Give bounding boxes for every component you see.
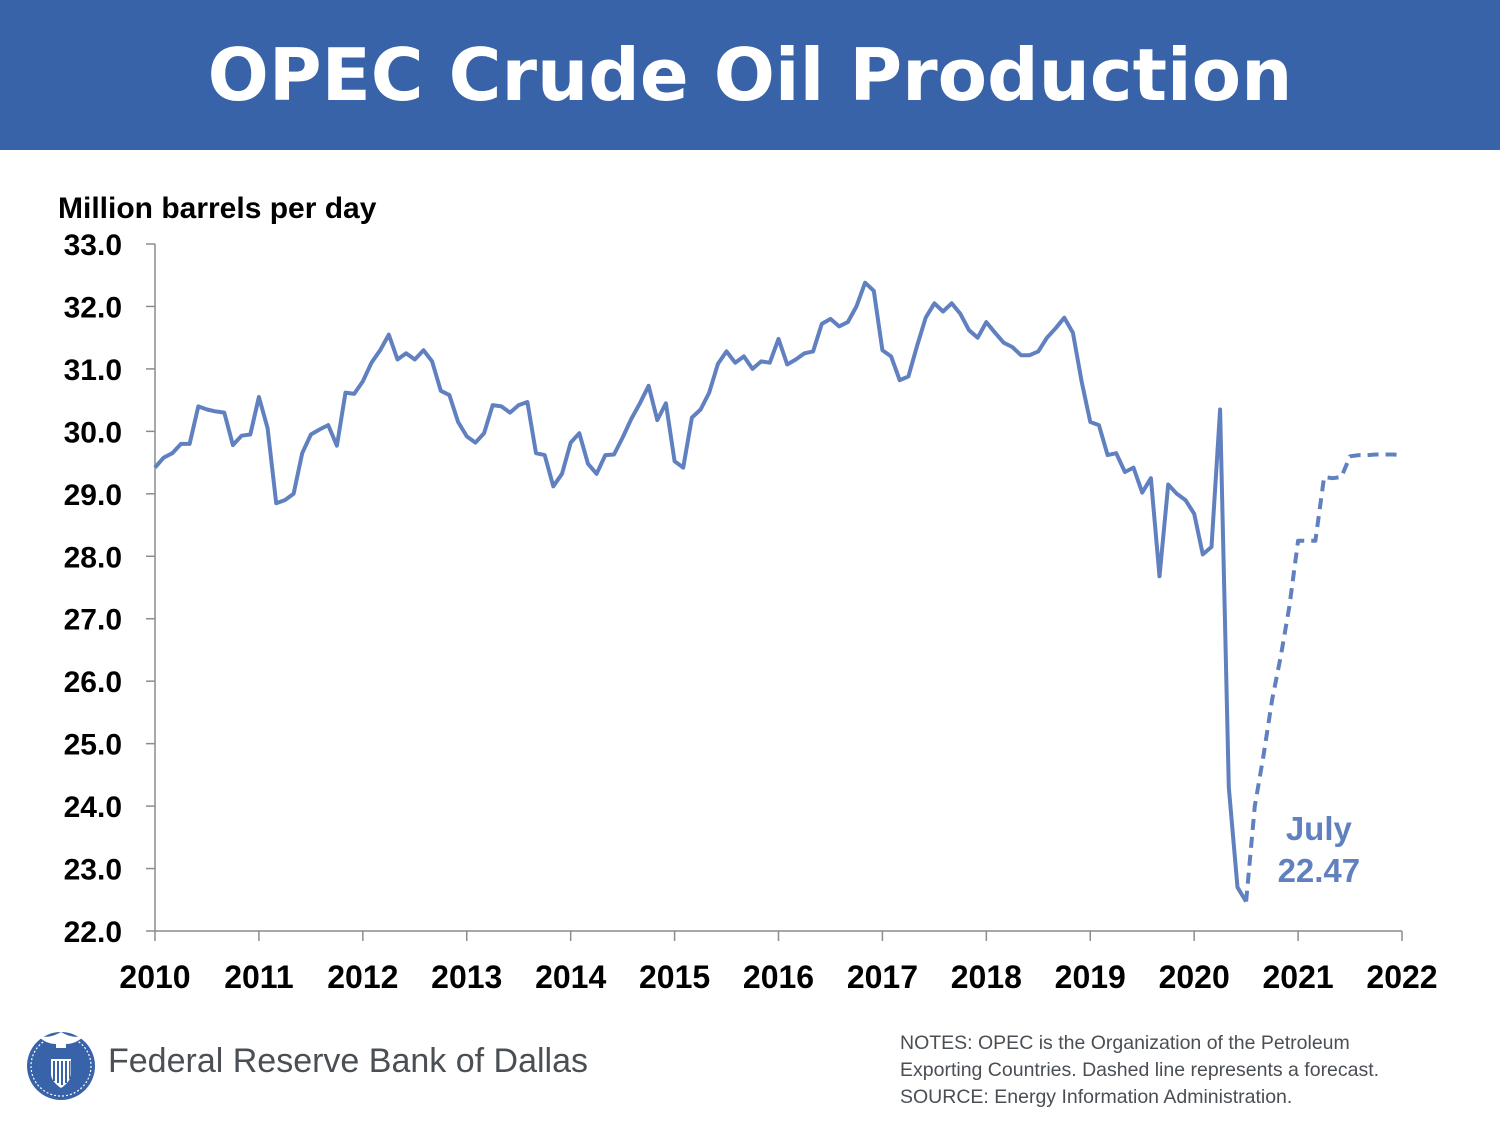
line-chart: Million barrels per day 22.0 23.0 24.0 25.0… bbox=[58, 192, 1438, 995]
x-tick-label: 2011 bbox=[224, 959, 293, 995]
forecast-series-line bbox=[1244, 452, 1403, 902]
annotation-layer: July 22.47 bbox=[1278, 810, 1361, 889]
notes-line: Exporting Countries. Dashed line represe… bbox=[900, 1059, 1380, 1081]
x-tick-label: 2013 bbox=[431, 959, 502, 995]
y-tick-label: 24.0 bbox=[64, 791, 122, 824]
federal-reserve-seal-icon bbox=[27, 1032, 95, 1100]
x-tick-label: 2016 bbox=[743, 959, 814, 995]
y-axis-label: Million barrels per day bbox=[58, 192, 377, 225]
chart-title: OPEC Crude Oil Production bbox=[207, 33, 1293, 117]
y-tick-label: 23.0 bbox=[64, 854, 122, 887]
x-tick-label: 2019 bbox=[1055, 959, 1126, 995]
actual-series-line bbox=[153, 280, 1248, 903]
y-axis: 22.0 23.0 24.0 25.0 26.0 27.0 28.0 29.0 30.0 31.0… bbox=[64, 229, 156, 949]
y-tick-label: 31.0 bbox=[64, 354, 122, 387]
x-tick-label: 2021 bbox=[1262, 959, 1333, 995]
annotation-value: 22.47 bbox=[1278, 852, 1361, 889]
footer-notes: NOTES: OPEC is the Organization of the P… bbox=[900, 1030, 1480, 1111]
x-tick-label: 2017 bbox=[847, 959, 918, 995]
source-line: SOURCE: Energy Information Administratio… bbox=[900, 1086, 1293, 1108]
y-tick-label: 30.0 bbox=[64, 416, 122, 449]
x-tick-label: 2020 bbox=[1159, 959, 1230, 995]
annotation-month: July bbox=[1286, 810, 1353, 847]
y-tick-label: 32.0 bbox=[64, 291, 122, 324]
y-tick-label: 25.0 bbox=[64, 729, 122, 762]
y-tick-label: 22.0 bbox=[64, 916, 122, 949]
bank-name: Federal Reserve Bank of Dallas bbox=[108, 1042, 589, 1080]
y-tick-label: 26.0 bbox=[64, 666, 122, 699]
y-tick-label: 29.0 bbox=[64, 479, 122, 512]
x-axis: 2010 2011 2012 2013 2014 2015 2016 2017 2018 2019… bbox=[119, 930, 1438, 995]
x-tick-label: 2014 bbox=[535, 959, 606, 995]
x-tick-label: 2010 bbox=[119, 959, 190, 995]
y-tick-label: 28.0 bbox=[64, 541, 122, 574]
x-tick-label: 2018 bbox=[951, 959, 1022, 995]
x-tick-label: 2015 bbox=[639, 959, 710, 995]
notes-line: NOTES: OPEC is the Organization of the P… bbox=[900, 1032, 1350, 1054]
y-tick-label: 27.0 bbox=[64, 604, 122, 637]
x-tick-label: 2022 bbox=[1366, 959, 1437, 995]
y-tick-label: 33.0 bbox=[64, 229, 122, 262]
series-layer bbox=[153, 280, 1403, 903]
x-tick-label: 2012 bbox=[327, 959, 398, 995]
title-banner: OPEC Crude Oil Production bbox=[0, 0, 1500, 150]
